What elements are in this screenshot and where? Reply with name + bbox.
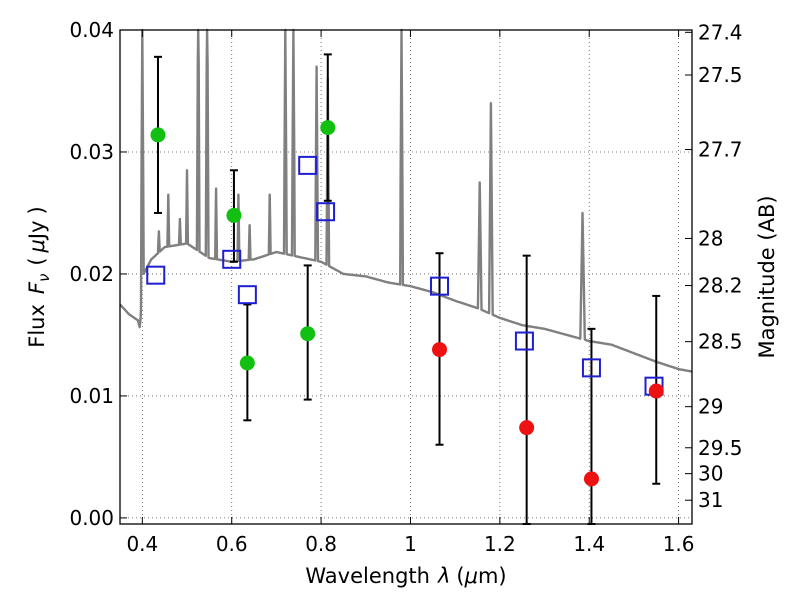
- right-tick-label: 27.4: [698, 20, 743, 44]
- y-tick-label: 0.02: [69, 262, 114, 286]
- model-spectrum: [119, 28, 693, 373]
- data-points: [146, 120, 664, 487]
- filled-circle-marker: [519, 420, 535, 436]
- open-square-marker: [316, 202, 336, 222]
- right-tick-label: 29: [698, 395, 723, 419]
- x-tick-label: 0.6: [216, 532, 248, 556]
- filled-circle-marker: [320, 120, 336, 136]
- y-tick-label: 0.00: [69, 506, 114, 530]
- filled-circle-marker: [432, 342, 448, 358]
- filled-circle-marker: [583, 471, 599, 487]
- open-square-marker: [146, 265, 166, 285]
- filled-circle-marker: [226, 207, 242, 223]
- right-tick-label: 29.5: [698, 436, 743, 460]
- right-axis-label: Magnitude (AB): [755, 195, 779, 358]
- right-tick-label: 28.2: [698, 274, 743, 298]
- right-tick-label: 27.5: [698, 63, 743, 87]
- open-square-marker: [222, 249, 242, 269]
- x-axis-label: Wavelength λ (μm): [305, 564, 506, 588]
- open-square-marker: [298, 155, 318, 175]
- right-tick-label: 30: [698, 462, 723, 486]
- y-tick-label: 0.03: [69, 140, 114, 164]
- right-tick-label: 27.7: [698, 138, 743, 162]
- x-tick-label: 1.2: [484, 532, 516, 556]
- axis-ticks: 0.4 0.6 0.8 1 1.2 1.4 1.6 0.00 0.01 0.02 0.03 0.04 2…: [69, 18, 742, 556]
- open-square-marker: [581, 358, 601, 378]
- open-square-marker: [514, 331, 534, 351]
- plot-frame: [119, 29, 693, 525]
- x-tick-label: 1.6: [663, 532, 695, 556]
- y-tick-label: 0.04: [69, 18, 114, 42]
- x-tick-label: 0.8: [305, 532, 337, 556]
- open-square-marker: [430, 276, 450, 296]
- filled-circle-marker: [239, 355, 255, 371]
- x-tick-label: 1: [404, 532, 417, 556]
- right-tick-label: 28: [698, 226, 723, 250]
- y-tick-label: 0.01: [69, 384, 114, 408]
- filled-circle-marker: [150, 127, 166, 143]
- right-tick-label: 28.5: [698, 330, 743, 354]
- x-tick-label: 0.4: [126, 532, 158, 556]
- open-square-marker: [237, 285, 257, 305]
- x-tick-label: 1.4: [573, 532, 605, 556]
- right-tick-label: 31: [698, 488, 723, 512]
- filled-circle-marker: [300, 326, 316, 342]
- y-axis-label: FluxFν(μJy): [25, 206, 53, 348]
- filled-circle-marker: [648, 383, 664, 399]
- spectrum-line: [119, 28, 693, 373]
